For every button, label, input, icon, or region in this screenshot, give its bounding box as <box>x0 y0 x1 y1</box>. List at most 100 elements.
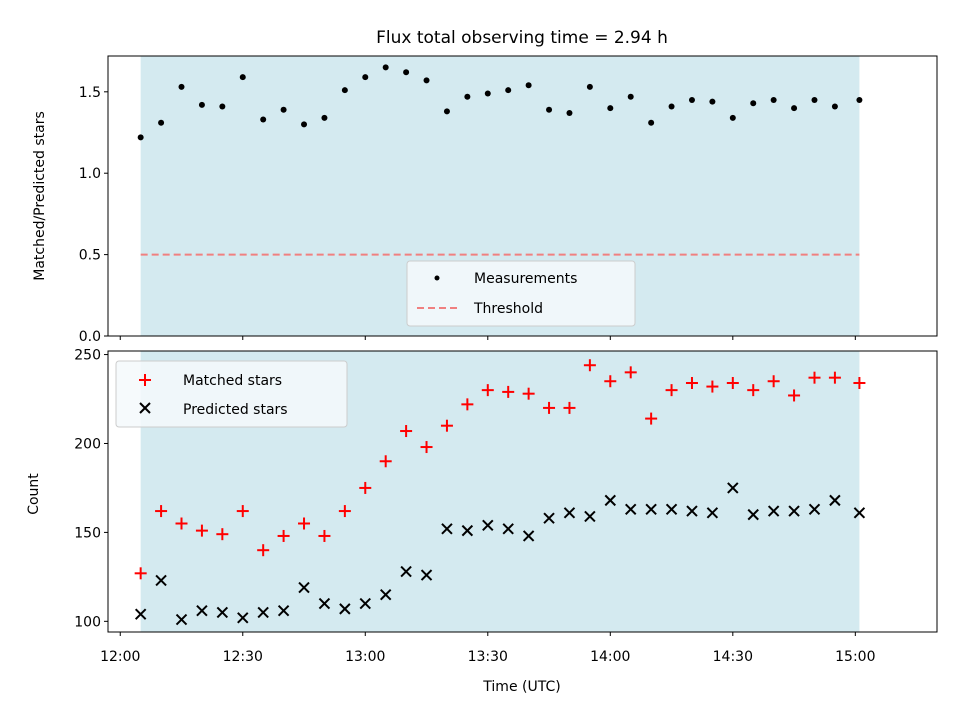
measurement-point <box>709 98 716 105</box>
bottom-panel: 100 150 200 250 12:00 12:30 13:00 13:30 14:00 14… <box>26 348 938 695</box>
matched-legend-label: Matched stars <box>183 373 282 389</box>
x-tick-label: 12:00 <box>100 649 140 665</box>
matched-star-point <box>400 425 413 438</box>
predicted-star-point <box>625 503 637 515</box>
matched-star-point <box>747 384 760 397</box>
bottom-legend-box <box>115 360 348 428</box>
predicted-star-point <box>808 503 821 515</box>
matched-star-point <box>277 529 290 542</box>
predicted-star-point <box>604 494 617 507</box>
top-y-tick-label: 0.0 <box>79 329 101 345</box>
matched-star-point <box>257 544 270 557</box>
measurement-point <box>648 119 655 126</box>
matched-star-point <box>155 505 168 518</box>
predicted-star-point <box>584 510 596 523</box>
measurement-point <box>158 119 165 126</box>
matched-star-point <box>624 366 637 379</box>
measurement-point <box>586 83 593 90</box>
bottom-plot-frame <box>107 350 938 633</box>
measurement-point <box>525 82 532 89</box>
measurement-point <box>566 109 573 116</box>
matched-star-point <box>788 389 801 402</box>
x-tick-label: 13:30 <box>468 649 508 665</box>
matched-star-point <box>583 359 596 372</box>
bottom-legend: Matched stars Predicted stars <box>115 360 348 428</box>
x-tick-label: 12:30 <box>223 649 263 665</box>
measurement-point <box>219 103 226 110</box>
matched-star-point <box>461 398 474 411</box>
measurement-point <box>546 106 553 113</box>
top-plot-frame <box>107 55 938 337</box>
matched-star-point <box>604 375 617 388</box>
matched-star-point <box>563 401 576 414</box>
matched-star-point <box>665 384 678 397</box>
matched-star-point <box>318 529 331 542</box>
measurement-point <box>464 93 471 100</box>
measurement-point <box>403 69 410 76</box>
measurement-point <box>382 64 389 71</box>
matched-star-point <box>767 375 780 388</box>
matched-star-point <box>420 441 433 454</box>
measurement-point <box>811 96 818 103</box>
bottom-y-axis-label: Count <box>26 473 42 515</box>
matched-star-point <box>481 384 494 397</box>
measurement-point <box>341 87 348 94</box>
bottom-y-tick-label: 250 <box>74 348 101 364</box>
predicted-star-point <box>727 482 739 494</box>
matched-star-point <box>298 517 311 530</box>
chart-title: Flux total observing time = 2.94 h <box>376 28 668 48</box>
measurement-point <box>137 134 144 141</box>
predicted-star-point <box>298 581 310 594</box>
bottom-y-tick-label: 100 <box>74 614 101 630</box>
predicted-star-point <box>829 494 841 507</box>
predicted-star-point <box>359 597 371 610</box>
measurement-point <box>443 108 450 115</box>
predicted-star-point <box>747 508 759 521</box>
predicted-star-point <box>216 606 229 619</box>
measurement-point <box>791 105 798 112</box>
top-y-tick-label: 1.0 <box>79 166 101 182</box>
top-y-axis-label: Matched/Predicted stars <box>32 111 48 281</box>
predicted-star-point <box>257 606 269 619</box>
top-y-tick-label: 0.5 <box>79 248 101 264</box>
measurement-point <box>607 105 614 112</box>
predicted-star-point <box>237 612 249 624</box>
matched-star-point <box>216 528 229 541</box>
predicted-star-point <box>706 507 719 519</box>
x-tick-label: 14:30 <box>713 649 753 665</box>
bottom-y-tick-label: 200 <box>74 436 101 452</box>
measurement-point <box>484 90 491 97</box>
matched-star-point <box>808 371 821 384</box>
top-legend: Measurements Threshold <box>406 260 636 327</box>
matched-star-point <box>440 419 453 432</box>
matched-star-point <box>379 455 392 468</box>
matched-star-point <box>134 567 147 580</box>
predicted-star-point <box>318 597 331 610</box>
predicted-star-point <box>277 604 290 617</box>
matched-star-point <box>685 377 698 390</box>
measurement-point <box>688 96 695 103</box>
measurement-point <box>280 106 287 113</box>
measurement-point <box>239 74 246 81</box>
matched-star-point <box>726 377 739 390</box>
matched-star-point <box>522 387 535 400</box>
measurement-point <box>627 93 634 100</box>
matched-legend-marker <box>139 374 151 386</box>
predicted-star-point <box>196 604 208 617</box>
matched-star-point <box>853 377 866 390</box>
matched-star-point <box>543 401 556 414</box>
predicted-star-point <box>339 603 351 615</box>
matched-star-point <box>645 412 658 425</box>
measurement-point <box>198 101 205 108</box>
predicted-star-point <box>420 569 433 581</box>
measurement-point <box>856 96 863 103</box>
predicted-star-point <box>853 507 866 519</box>
measurement-point <box>362 74 369 81</box>
measurement-point <box>831 103 838 110</box>
predicted-star-point <box>686 505 698 517</box>
matched-star-point <box>338 505 351 518</box>
matched-star-point <box>195 524 208 537</box>
measurement-point <box>750 100 757 107</box>
predicted-legend-label: Predicted stars <box>183 402 288 418</box>
measurement-point <box>301 121 308 128</box>
